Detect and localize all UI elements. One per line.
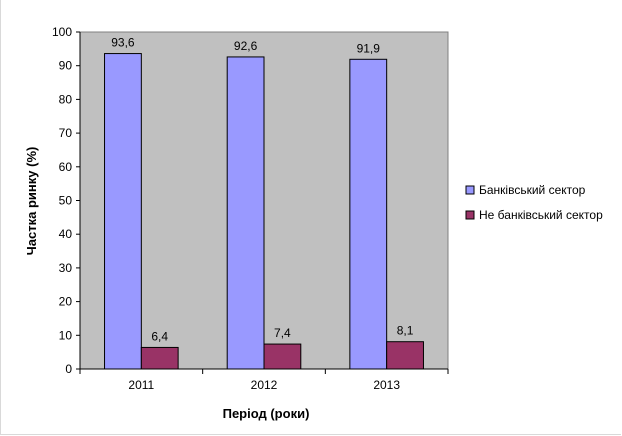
data-label: 6,4 [151,329,168,343]
legend-swatch [465,210,475,220]
x-tick-label: 2012 [251,378,278,392]
y-tick-label: 0 [65,362,72,376]
y-tick-label: 30 [59,261,73,275]
y-tick-label: 70 [59,126,73,140]
y-tick-label: 10 [59,328,73,342]
legend-label: Не банківський сектор [479,208,603,222]
y-tick-label: 80 [59,92,73,106]
y-tick-label: 100 [52,25,72,39]
data-label: 7,4 [274,326,291,340]
y-tick-label: 60 [59,160,73,174]
x-tick-label: 2011 [128,378,154,392]
data-label: 91,9 [357,41,381,55]
legend-label: Банківський сектор [479,183,586,197]
y-tick-label: 20 [59,295,73,309]
y-axis-title: Частка ринку (%) [24,147,39,256]
y-tick-label: 90 [59,59,73,73]
bar-banking-2013 [349,58,388,370]
data-label: 92,6 [234,39,258,53]
bar-banking-2011 [104,53,142,370]
x-axis-title: Період (роки) [223,406,310,421]
x-tick-label: 2013 [373,378,400,392]
legend-swatch [465,185,475,195]
bar-non-banking-2012 [263,343,302,370]
bar-non-banking-2011 [140,346,179,370]
data-label: 8,1 [397,324,414,338]
legend: Банківський сектор Не банківський сектор [465,183,603,222]
bar-non-banking-2013 [386,341,424,370]
data-label: 93,6 [111,36,135,50]
y-tick-label: 50 [59,194,73,208]
bar-banking-2012 [226,56,265,370]
y-tick-label: 40 [59,227,73,241]
